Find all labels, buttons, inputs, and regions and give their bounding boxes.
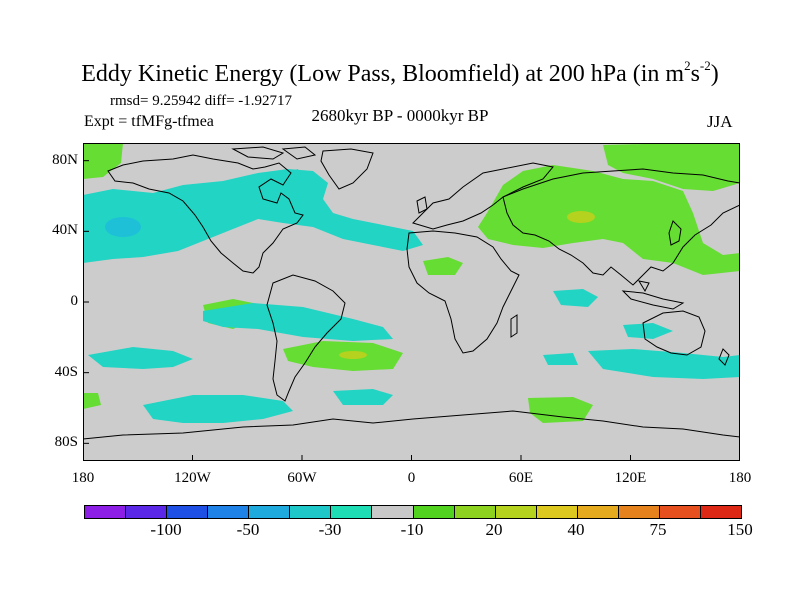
- coastline-uk: [416, 196, 428, 214]
- colorbar-swatch: [167, 506, 209, 518]
- map-panel: [83, 143, 740, 461]
- colorbar-label: -100: [150, 520, 182, 539]
- y-tick-label: 80S: [54, 434, 78, 451]
- colorbar-swatch: [536, 506, 578, 518]
- coastline-indonesia: [621, 280, 685, 310]
- colorbar-swatch: [290, 506, 332, 518]
- coastline-australia: [642, 310, 706, 356]
- x-tick-label: 60E: [508, 470, 534, 486]
- x-tick-label: 180: [71, 470, 95, 486]
- negative-strong-region: [105, 217, 141, 237]
- y-tick-label: 40S: [54, 363, 78, 380]
- x-tick-label: 120E: [614, 470, 647, 486]
- negative-region: [333, 389, 393, 405]
- y-tick-label: 0: [70, 293, 79, 309]
- colorbar-swatch: [495, 506, 537, 518]
- colorbar-label: 20: [485, 520, 503, 539]
- negative-region: [273, 169, 303, 193]
- positive-strong-region: [339, 351, 367, 359]
- colorbar-swatch: [372, 506, 414, 518]
- colorbar-label: -50: [236, 520, 260, 539]
- colorbar-swatch: [413, 506, 455, 518]
- positive-region: [603, 143, 740, 191]
- colorbar-swatch: [126, 506, 168, 518]
- negative-region: [588, 349, 740, 379]
- colorbar-swatch: [208, 506, 250, 518]
- coastlines: [83, 146, 740, 440]
- colorbar-swatch: [85, 506, 127, 518]
- negative-region: [143, 395, 293, 423]
- season-label: JJA: [707, 112, 733, 131]
- negative-region: [623, 323, 673, 339]
- experiment-label: Expt = tfMFg-tfmea: [84, 113, 214, 130]
- negative-region: [203, 303, 393, 341]
- colorbar-swatch: [577, 506, 619, 518]
- x-tick-label: 60W: [287, 470, 317, 486]
- colorbar-swatch: [618, 506, 660, 518]
- colorbar-label: -30: [318, 520, 342, 539]
- colorbar: [84, 505, 742, 519]
- positive-region: [83, 393, 101, 409]
- coastline-europe: [412, 162, 554, 230]
- coastline-new-zealand: [718, 348, 730, 366]
- colorbar-swatch: [331, 506, 373, 518]
- colorbar-swatch: [249, 506, 291, 518]
- coastline-antarctica: [83, 410, 740, 440]
- colorbar-swatch: [454, 506, 496, 518]
- x-tick-label: 0: [407, 470, 416, 486]
- coastline-africa: [406, 230, 520, 354]
- axis-ticks: [83, 160, 740, 461]
- negative-region: [543, 353, 578, 365]
- negative-region: [553, 289, 598, 307]
- coastline-greenland: [320, 148, 374, 190]
- coastline-canadian-islands: [231, 146, 317, 160]
- colorbar-label: 40: [567, 520, 585, 539]
- chart-title: Eddy Kinetic Energy (Low Pass, Bloomfiel…: [81, 58, 719, 87]
- x-tick-label: 120W: [174, 470, 211, 486]
- positive-region: [423, 257, 463, 275]
- colorbar-swatch: [659, 506, 701, 518]
- period-label: 2680kyr BP - 0000kyr BP: [311, 106, 489, 125]
- x-tick-label: 180: [728, 470, 752, 486]
- colorbar-swatch: [700, 506, 741, 518]
- coastline-asia: [502, 168, 740, 286]
- positive-region: [478, 165, 740, 275]
- coastline-south-america: [266, 274, 346, 402]
- colorbar-label: 150: [727, 520, 753, 539]
- rmsd-diff-text: rmsd= 9.25942 diff= -1.92717: [110, 93, 293, 109]
- negative-region: [88, 347, 193, 369]
- y-tick-label: 80N: [52, 151, 78, 168]
- positive-region: [528, 397, 593, 423]
- positive-region: [83, 143, 123, 179]
- colorbar-label: -10: [400, 520, 424, 539]
- colorbar-label: 75: [649, 520, 667, 539]
- coastline-madagascar: [510, 314, 518, 338]
- positive-strong-region: [567, 211, 595, 223]
- coastline-north-america: [107, 154, 304, 274]
- coastline-japan: [668, 220, 682, 246]
- y-tick-label: 40N: [52, 222, 78, 239]
